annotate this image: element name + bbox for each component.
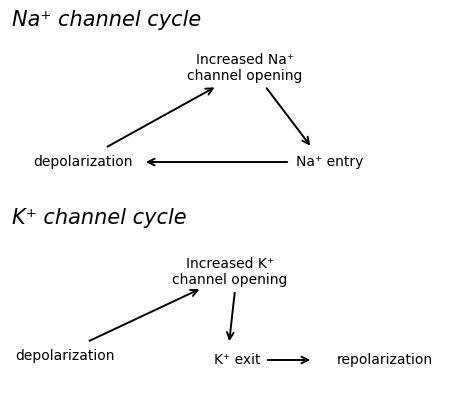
Text: K⁺ channel cycle: K⁺ channel cycle — [12, 208, 187, 228]
Text: Na⁺ channel cycle: Na⁺ channel cycle — [12, 10, 201, 30]
Text: Increased K⁺
channel opening: Increased K⁺ channel opening — [173, 257, 288, 287]
Text: depolarization: depolarization — [15, 349, 115, 363]
Text: K⁺ exit: K⁺ exit — [214, 353, 260, 367]
Text: repolarization: repolarization — [337, 353, 433, 367]
Text: Increased Na⁺
channel opening: Increased Na⁺ channel opening — [187, 53, 303, 83]
Text: Na⁺ entry: Na⁺ entry — [296, 155, 364, 169]
Text: depolarization: depolarization — [33, 155, 133, 169]
